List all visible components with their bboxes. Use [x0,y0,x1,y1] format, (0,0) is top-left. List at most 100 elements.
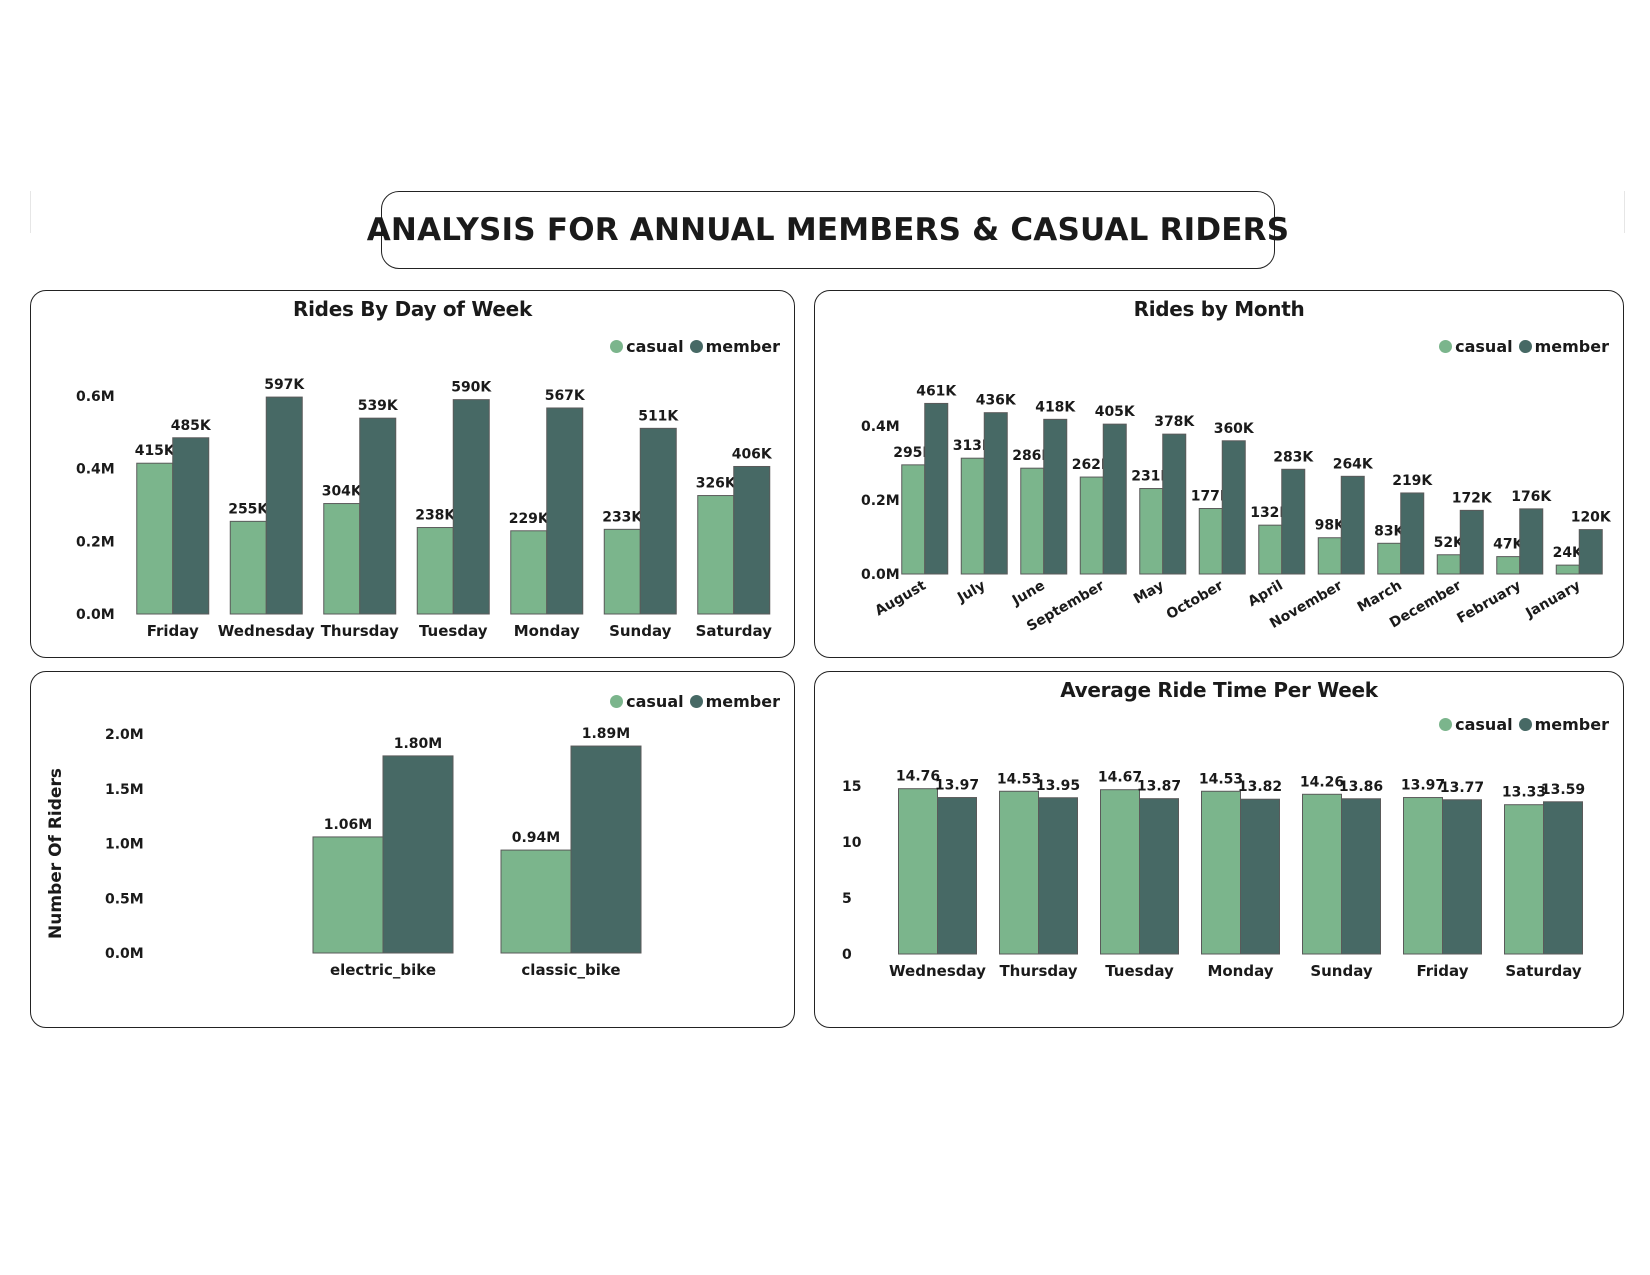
legend-casual: casual [1439,715,1513,734]
casual-bar [323,503,361,615]
data-label: 14.53 [997,771,1041,787]
data-label: 13.33 [1502,785,1546,801]
member-bar [265,396,303,615]
y-tick-label: 0.0M [76,607,115,623]
x-tick-label: Wednesday [889,962,986,980]
member-bar [382,755,454,954]
member-bar [359,417,397,615]
x-tick-label: Tuesday [419,622,488,640]
member-bar [1341,798,1381,955]
legend-casual: casual [610,337,684,356]
avg-ride-time-title: Average Ride Time Per Week [1060,678,1378,702]
y-tick-label: 10 [842,835,862,851]
x-tick-label: October [1164,578,1227,623]
data-label: 0.94M [512,830,560,846]
legend-casual-label: casual [626,692,684,711]
casual-bar [1079,476,1104,575]
rides-by-day-chart: 0.0M 0.2M 0.4M 0.6M 415K 485K Friday 255K 597K We… [76,377,773,640]
member-bar [937,797,977,955]
data-label: 1.80M [394,736,442,752]
data-label: 436K [976,393,1017,409]
member-swatch [1518,718,1532,731]
x-tick-label: Tuesday [1105,962,1174,980]
member-bar [546,407,584,615]
x-tick-label: Sunday [1310,962,1373,980]
x-tick-label: April [1245,578,1285,611]
data-label: 229K [509,511,550,527]
member-bar [570,745,642,954]
x-tick-label: classic_bike [521,961,620,979]
y-tick-label: 0.4M [861,419,900,435]
member-bar [983,412,1008,575]
member-bar [1162,433,1187,575]
rides-by-bike-type-chart: 0.0M 0.5M 1.0M 1.5M 2.0M Number Of Riders 1.06… [46,726,642,979]
data-label: 262K [1072,457,1113,473]
data-label: 120K [1571,510,1612,526]
casual-bar [1258,524,1283,575]
casual-bar [1100,789,1140,955]
casual-bar [1555,564,1580,575]
casual-swatch [1439,718,1453,731]
legend-member: member [1518,337,1609,356]
legend-member-label: member [1534,337,1609,356]
data-label: 14.76 [896,769,940,785]
legend-member-label: member [705,692,780,711]
legend-member-label: member [705,337,780,356]
left-edge-line [30,191,31,233]
member-bar [1400,492,1425,575]
x-tick-label: Friday [147,622,199,640]
member-bar [1240,798,1280,955]
member-bar [733,465,771,615]
x-tick-label: July [954,578,988,607]
data-label: 231K [1131,469,1172,485]
casual-bar [960,457,985,575]
data-label: 360K [1214,421,1255,437]
casual-bar [229,520,267,615]
data-label: 14.26 [1300,774,1344,790]
casual-bar [500,849,572,954]
casual-bar [1302,793,1342,955]
legend-member: member [1518,715,1609,734]
member-bar [1340,475,1365,575]
data-label: 567K [545,388,586,404]
rides-by-month-title: Rides by Month [1133,297,1305,321]
y-tick-label: 0.2M [861,493,900,509]
data-label: 255K [228,501,269,517]
data-label: 176K [1511,489,1552,505]
bike-type-legend: casual member [604,692,780,711]
dashboard-title: ANALYSIS FOR ANNUAL MEMBERS & CASUAL RID… [367,191,1289,269]
rides-by-day-title: Rides By Day of Week [293,297,532,321]
x-tick-label: Saturday [696,622,773,640]
y-tick-label: 15 [842,779,861,795]
data-label: 326K [696,476,737,492]
data-label: 406K [732,446,773,462]
rides-by-bike-type-panel: casual member 0.0M 0.5M 1.0M 1.5M 2.0M Number… [30,671,795,1028]
data-label: 132K [1250,505,1291,521]
data-label: 405K [1095,404,1136,420]
avg-ride-time-legend: casual member [1433,715,1609,734]
casual-bar [416,527,454,615]
casual-bar [510,530,548,615]
y-tick-label: 0.2M [76,534,115,550]
member-bar [1102,423,1127,575]
data-label: 295K [893,445,934,461]
casual-bar [999,790,1039,955]
data-label: 238K [415,508,456,524]
casual-bar [1317,537,1342,575]
member-bar [1459,509,1484,575]
data-label: 52K [1434,535,1465,551]
member-bar [1281,468,1306,575]
y-tick-label: 2.0M [105,727,144,743]
legend-member-label: member [1534,715,1609,734]
casual-bar [603,528,641,615]
casual-bar [1201,790,1241,955]
data-label: 13.77 [1440,780,1484,796]
data-label: 219K [1392,473,1433,489]
member-bar [1221,440,1246,575]
data-label: 13.82 [1238,779,1282,795]
y-tick-label: 5 [842,891,852,907]
member-bar [1578,529,1603,575]
x-tick-label: August [872,577,929,619]
data-label: 283K [1273,449,1314,465]
x-tick-label: February [1454,578,1523,627]
